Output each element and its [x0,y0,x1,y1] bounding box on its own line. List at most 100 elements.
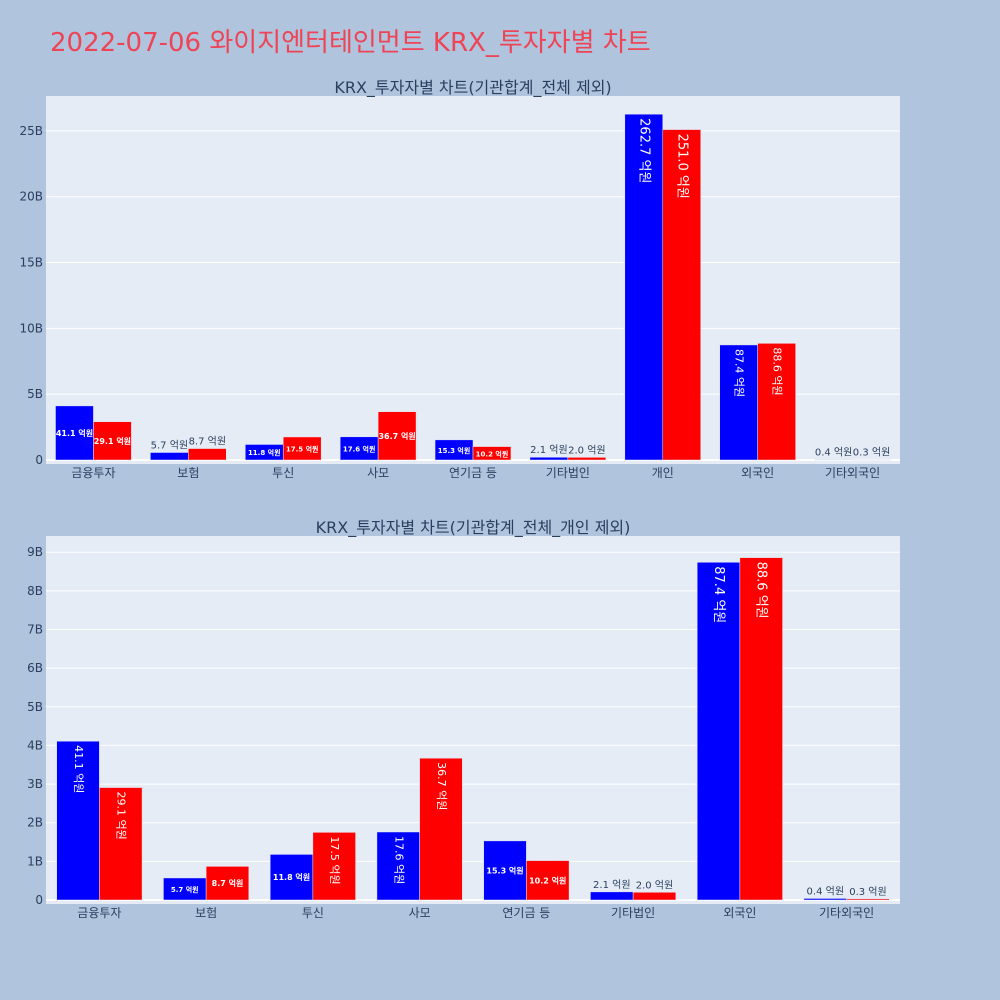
y-tick-label: 1B [27,854,43,868]
x-tick-label: 연기금 등 [449,466,497,480]
data-label: 36.7 억원 [378,431,415,441]
chart-title: KRX_투자자별 차트(기관합계_전체 제외) [334,78,611,98]
data-label: 262.7 억원 [636,118,651,183]
bar [419,757,463,901]
bar [282,436,322,461]
bar [483,840,527,901]
data-label: 0.4 억원 [807,885,844,897]
bar [739,557,783,901]
bar [269,854,314,901]
data-label: 17.5 억원 [328,836,341,884]
y-tick-label: 0 [35,893,43,907]
x-tick-label: 기타법인 [546,466,590,480]
y-tick-label: 10B [19,321,43,335]
data-label: 2.0 억원 [636,879,673,891]
bar [188,448,227,461]
data-label: 5.7 억원 [171,885,199,894]
y-tick-label: 0 [35,453,43,467]
x-tick-label: 연기금 등 [502,906,550,920]
bar [529,456,569,461]
bar [590,891,634,901]
bar [632,892,677,901]
x-tick-label: 투신 [272,466,294,480]
bar [852,459,891,461]
y-tick-label: 4B [27,738,43,752]
bar [662,129,701,461]
x-tick-label: 보험 [177,466,199,480]
data-label: 17.6 억원 [343,444,376,453]
y-tick-label: 3B [27,777,43,791]
x-tick-label: 사모 [367,466,389,480]
x-tick-label: 보험 [195,906,217,920]
bar [814,459,853,461]
data-label: 11.8 억원 [248,448,281,457]
x-tick-label: 사모 [409,906,431,920]
x-tick-label: 개인 [652,466,674,480]
y-tick-label: 15B [19,256,43,270]
data-label: 29.1 억원 [94,436,131,446]
data-label: 15.3 억원 [438,446,471,455]
data-label: 0.4 억원 [815,446,852,458]
x-tick-label: 기타외국인 [825,466,880,480]
data-label: 8.7 억원 [189,436,226,448]
x-tick-label: 투신 [302,906,324,920]
data-label: 88.6 억원 [771,347,784,395]
data-label: 88.6 억원 [754,562,769,619]
x-tick-label: 기타외국인 [819,906,874,920]
bar [205,866,250,901]
data-label: 2.1 억원 [530,444,567,456]
bar [757,343,796,461]
data-label: 29.1 억원 [115,792,128,840]
bar [472,446,512,461]
bar [99,787,143,901]
data-label: 11.8 억원 [273,872,310,882]
x-tick-label: 외국인 [741,466,774,480]
data-label: 5.7 억원 [151,439,188,451]
bar [93,421,132,461]
y-tick-label: 2B [27,816,43,830]
bar [719,344,758,461]
data-label: 36.7 억원 [435,762,448,810]
bar [567,457,607,461]
data-label: 10.2 억원 [476,449,509,458]
y-tick-label: 7B [27,623,43,637]
bar [55,405,94,461]
y-tick-label: 9B [27,545,43,559]
data-label: 17.6 억원 [392,836,405,884]
data-label: 87.4 억원 [711,566,726,623]
data-label: 0.3 억원 [849,886,886,898]
data-label: 41.1 억원 [72,745,85,793]
data-label: 2.1 억원 [593,879,630,891]
bar [803,898,847,901]
y-tick-label: 20B [19,190,43,204]
data-label: 41.1 억원 [56,428,93,438]
bar [56,740,100,901]
bar [376,831,420,901]
x-tick-label: 외국인 [723,906,756,920]
y-tick-label: 5B [27,700,43,714]
data-label: 15.3 억원 [486,865,523,875]
x-tick-label: 기타법인 [611,906,655,920]
chart-title: KRX_투자자별 차트(기관합계_전체_개인 제외) [316,518,631,538]
data-label: 17.5 억원 [286,444,319,453]
bar [624,113,664,461]
bar [846,898,890,901]
y-tick-label: 6B [27,661,43,675]
data-label: 2.0 억원 [568,444,605,456]
y-tick-label: 25B [19,124,43,138]
bar [696,562,741,901]
data-label: 0.3 억원 [853,447,890,459]
x-tick-label: 금융투자 [71,466,115,480]
y-tick-label: 8B [27,584,43,598]
bar [312,832,356,901]
data-label: 251.0 억원 [674,134,689,199]
bar [150,452,189,461]
page-title: 2022-07-06 와이지엔터테인먼트 KRX_투자자별 차트 [50,28,651,58]
x-tick-label: 금융투자 [77,906,121,920]
y-tick-label: 5B [27,387,43,401]
data-label: 8.7 억원 [212,878,244,888]
bar [377,411,417,461]
